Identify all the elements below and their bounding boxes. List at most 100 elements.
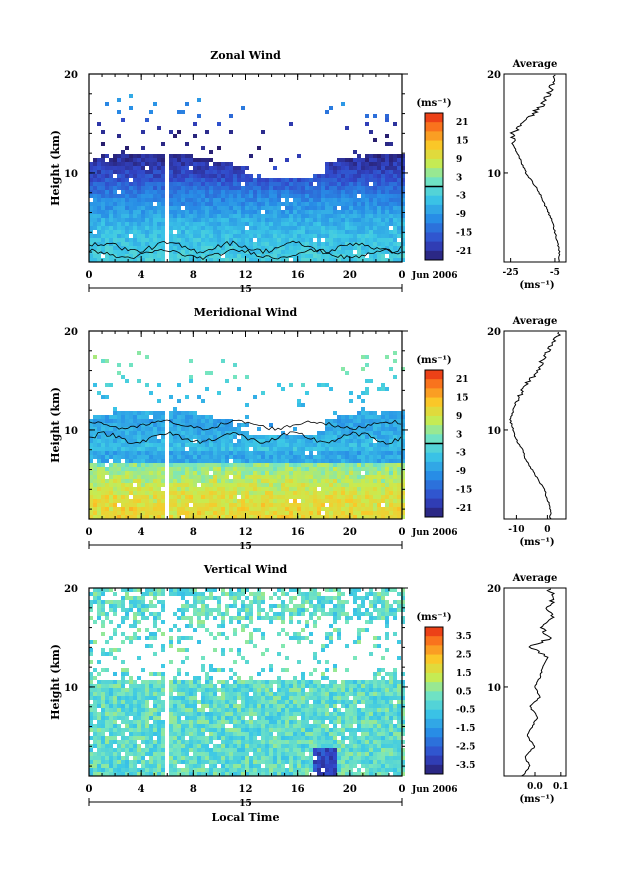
heatmap-cell — [109, 463, 113, 467]
heatmap-cell — [117, 471, 121, 475]
date-marker: 15 — [239, 285, 252, 295]
heatmap-cell — [237, 467, 241, 471]
heatmap-cell — [173, 154, 177, 158]
heatmap-cell — [233, 258, 237, 262]
heatmap-cell — [333, 411, 337, 415]
heatmap-cell — [249, 511, 253, 515]
heatmap-cell — [105, 190, 109, 194]
heatmap-cell — [161, 170, 165, 174]
heatmap-cell — [177, 174, 181, 178]
heatmap-cell — [137, 170, 141, 174]
heatmap-cell — [137, 427, 141, 431]
heatmap-cell — [141, 495, 145, 499]
heatmap-cell — [185, 210, 189, 214]
heatmap-cell — [361, 186, 365, 190]
heatmap-cell — [377, 475, 381, 479]
heatmap-cell — [213, 178, 217, 182]
heatmap-cell — [329, 234, 333, 238]
heatmap-cell — [345, 479, 349, 483]
heatmap-cell — [145, 218, 149, 222]
heatmap-cell — [177, 507, 181, 511]
heatmap-cell — [145, 507, 149, 511]
heatmap-cell — [357, 475, 361, 479]
heatmap-cell — [293, 632, 297, 636]
heatmap-cell — [349, 439, 353, 443]
heatmap-cell — [121, 150, 125, 154]
heatmap-cell — [317, 254, 321, 258]
heatmap-cell — [237, 612, 241, 616]
heatmap-cell — [237, 222, 241, 226]
heatmap-cell — [377, 439, 381, 443]
heatmap-cell — [317, 431, 321, 435]
heatmap-cell — [201, 423, 205, 427]
heatmap-cell — [393, 499, 397, 503]
heatmap-cell — [309, 194, 313, 198]
heatmap-cell — [237, 443, 241, 447]
heatmap-cell — [149, 250, 153, 254]
heatmap-cell — [389, 431, 393, 435]
y-tick-label: 20 — [64, 327, 78, 338]
heatmap-cell — [381, 495, 385, 499]
heatmap-cell — [357, 447, 361, 451]
heatmap-cell — [329, 463, 333, 467]
heatmap-cell — [373, 182, 377, 186]
heatmap-cell — [205, 178, 209, 182]
heatmap-cell — [237, 214, 241, 218]
heatmap-cell — [369, 174, 373, 178]
heatmap-cell — [329, 475, 333, 479]
heatmap-cell — [277, 443, 281, 447]
heatmap-cell — [373, 158, 377, 162]
heatmap-cell — [361, 612, 365, 616]
heatmap-cell — [281, 258, 285, 262]
heatmap-cell — [141, 202, 145, 206]
heatmap-cell — [161, 676, 165, 680]
heatmap-cell — [149, 226, 153, 230]
heatmap-cell — [321, 600, 325, 604]
heatmap-cell — [245, 202, 249, 206]
heatmap-cell — [273, 451, 277, 455]
heatmap-cell — [357, 226, 361, 230]
heatmap-cell — [213, 423, 217, 427]
heatmap-cell — [321, 459, 325, 463]
heatmap-cell — [205, 242, 209, 246]
heatmap-cell — [325, 110, 329, 114]
heatmap-cell — [253, 487, 257, 491]
heatmap-cell — [297, 403, 301, 407]
heatmap-cell — [317, 475, 321, 479]
heatmap-cell — [185, 499, 189, 503]
heatmap-cell — [305, 475, 309, 479]
heatmap-cell — [133, 507, 137, 511]
heatmap-cell — [133, 182, 137, 186]
heatmap-cell — [245, 254, 249, 258]
heatmap-cell — [217, 483, 221, 487]
heatmap-cell — [157, 162, 161, 166]
heatmap-cell — [97, 166, 101, 170]
heatmap-cell — [197, 616, 201, 620]
heatmap-cell — [93, 226, 97, 230]
heatmap-cell — [365, 166, 369, 170]
heatmap-cell — [333, 628, 337, 632]
heatmap-cell — [385, 451, 389, 455]
heatmap-cell — [249, 214, 253, 218]
heatmap-cell — [173, 680, 177, 684]
heatmap-cell — [105, 246, 109, 250]
heatmap-cell — [193, 419, 197, 423]
heatmap-cell — [305, 186, 309, 190]
heatmap-cell — [177, 443, 181, 447]
heatmap-cell — [393, 608, 397, 612]
heatmap-cell — [161, 632, 165, 636]
heatmap-cell — [325, 166, 329, 170]
heatmap-cell — [229, 194, 233, 198]
heatmap-cell — [309, 503, 313, 507]
heatmap-cell — [209, 166, 213, 170]
heatmap-cell — [321, 190, 325, 194]
heatmap-cell — [261, 475, 265, 479]
heatmap-cell — [209, 487, 213, 491]
heatmap-cell — [297, 515, 301, 519]
heatmap-cell — [345, 230, 349, 234]
heatmap-cell — [105, 186, 109, 190]
heatmap-cell — [137, 226, 141, 230]
heatmap-cell — [145, 495, 149, 499]
heatmap-cell — [177, 451, 181, 455]
heatmap-cell — [301, 636, 305, 640]
